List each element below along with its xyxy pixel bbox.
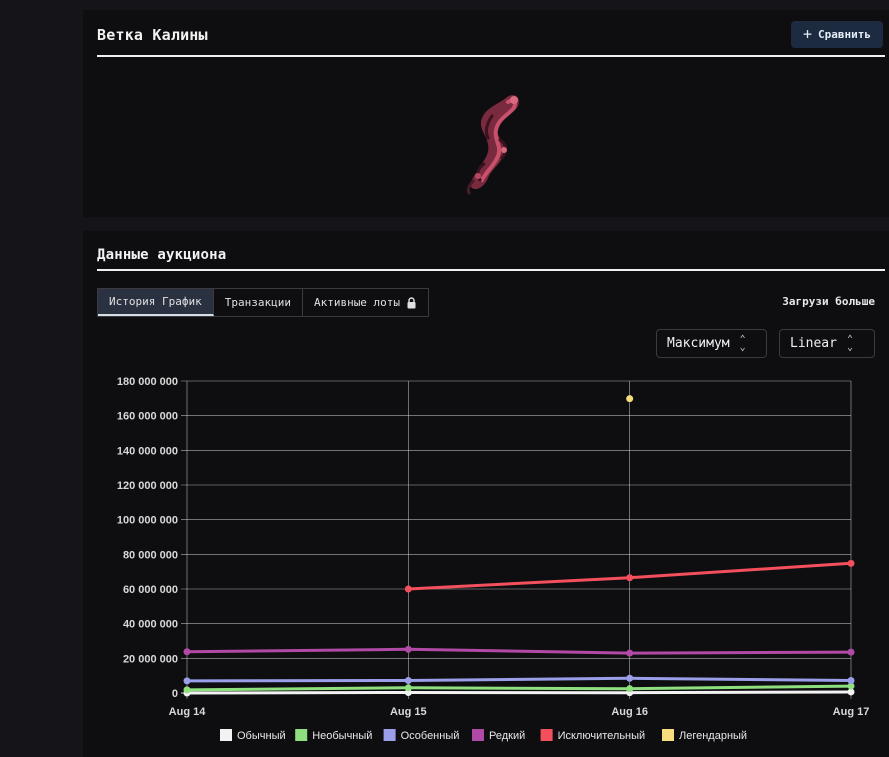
data-point bbox=[847, 648, 855, 656]
data-point bbox=[404, 684, 412, 692]
item-panel: Ветка Калины + Сравнить bbox=[83, 10, 889, 217]
data-point bbox=[404, 645, 412, 653]
data-point bbox=[183, 677, 191, 685]
legend-swatch bbox=[295, 729, 308, 741]
range-select-value: Максимум bbox=[667, 336, 730, 351]
tab-label: Транзакции bbox=[224, 296, 291, 309]
legend-swatch bbox=[472, 729, 484, 741]
legend-label: Обычный bbox=[237, 730, 286, 742]
data-point bbox=[404, 585, 412, 593]
series-line bbox=[186, 647, 852, 655]
legend-label: Особенный bbox=[401, 730, 460, 742]
data-point bbox=[847, 688, 855, 696]
tab-active-lots[interactable]: Активные лоты bbox=[302, 289, 429, 316]
series-line bbox=[186, 690, 852, 695]
legend-swatch bbox=[220, 729, 232, 741]
series-line bbox=[186, 684, 852, 692]
y-tick-label: 80 000 000 bbox=[123, 549, 178, 561]
y-tick-label: 140 000 000 bbox=[117, 445, 178, 457]
x-tick-label: Aug 16 bbox=[611, 706, 648, 718]
auction-title: Данные аукциона bbox=[97, 247, 227, 263]
series-line bbox=[186, 676, 852, 683]
tab-history-chart[interactable]: История График bbox=[98, 289, 214, 316]
item-title: Ветка Калины bbox=[97, 26, 208, 44]
y-tick-label: 40 000 000 bbox=[123, 619, 178, 631]
auction-title-divider bbox=[97, 269, 885, 271]
item-image bbox=[466, 95, 519, 196]
legend-label: Редкий bbox=[489, 730, 525, 742]
data-point bbox=[183, 686, 191, 694]
title-divider bbox=[97, 55, 885, 57]
tab-transactions[interactable]: Транзакции bbox=[213, 289, 303, 316]
y-tick-label: 0 bbox=[172, 688, 178, 700]
auction-panel: Данные аукциона История График Транзакци… bbox=[83, 231, 889, 757]
chevron-updown-icon: ⌃ ⌄ bbox=[739, 333, 746, 353]
data-point bbox=[626, 395, 634, 403]
chevron-updown-icon: ⌃ ⌄ bbox=[846, 333, 853, 353]
data-point bbox=[183, 648, 191, 656]
lock-icon bbox=[407, 296, 416, 308]
x-tick-label: Aug 14 bbox=[169, 706, 207, 718]
data-point bbox=[626, 674, 634, 682]
data-point bbox=[847, 682, 855, 690]
plus-icon: + bbox=[802, 25, 813, 43]
legend-label: Необычный bbox=[312, 730, 372, 742]
y-tick-label: 120 000 000 bbox=[117, 480, 178, 492]
scale-select[interactable]: Linear ⌃ ⌄ bbox=[779, 329, 875, 358]
data-point bbox=[847, 559, 855, 567]
legend-label: Легендарный bbox=[679, 730, 747, 742]
legend-swatch bbox=[662, 729, 674, 741]
scale-select-value: Linear bbox=[790, 336, 837, 351]
compare-button-label: Сравнить bbox=[818, 28, 871, 41]
x-tick-label: Aug 17 bbox=[833, 706, 870, 718]
data-point bbox=[404, 677, 412, 685]
tab-label: Активные лоты bbox=[313, 296, 401, 309]
load-more-button[interactable]: Загрузи больше bbox=[782, 295, 875, 308]
tab-label: История График bbox=[109, 295, 202, 308]
data-point bbox=[626, 649, 634, 657]
y-tick-label: 60 000 000 bbox=[123, 584, 178, 596]
legend-label: Исключительный bbox=[558, 730, 646, 742]
y-tick-label: 20 000 000 bbox=[123, 653, 178, 665]
y-tick-label: 100 000 000 bbox=[117, 515, 178, 527]
y-tick-label: 160 000 000 bbox=[117, 411, 178, 423]
x-tick-label: Aug 15 bbox=[390, 706, 427, 718]
data-point bbox=[626, 685, 634, 693]
data-point bbox=[626, 574, 634, 582]
compare-button[interactable]: + Сравнить bbox=[790, 21, 883, 48]
legend-swatch bbox=[540, 729, 553, 741]
y-tick-label: 180 000 000 bbox=[117, 376, 178, 388]
price-history-chart: 0 20 000 000 40 000 000 60 000 000 80 000 00… bbox=[117, 376, 870, 742]
auction-tabs: История График Транзакции Активные лоты bbox=[97, 288, 430, 317]
range-select[interactable]: Максимум ⌃ ⌄ bbox=[656, 329, 767, 358]
data-point bbox=[847, 677, 855, 685]
legend-swatch bbox=[383, 729, 396, 741]
